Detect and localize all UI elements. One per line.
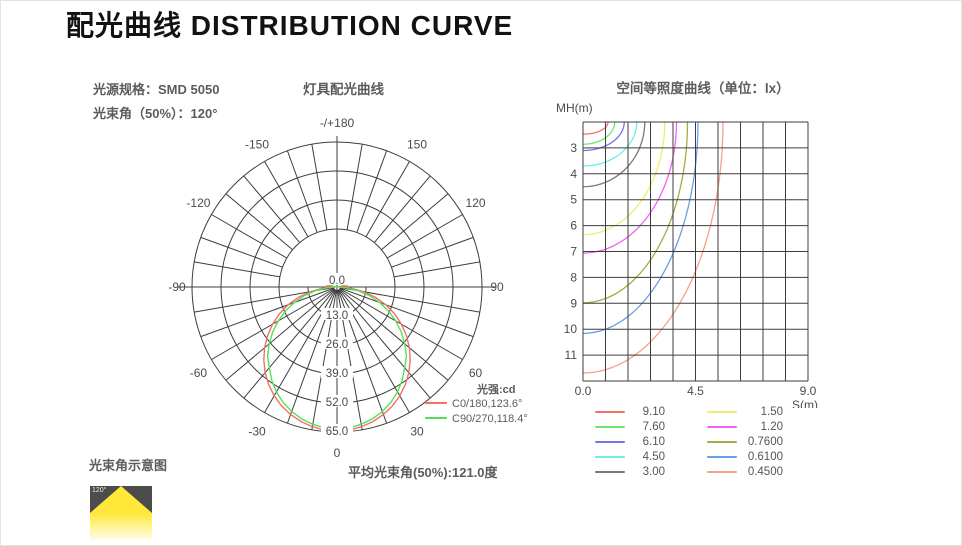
average-beam-angle-text: 平均光束角(50%):121.0度 [348, 465, 498, 480]
beam-fixture-body: 120° [90, 486, 152, 513]
isolux-curve-0.7600 [582, 121, 689, 304]
legend-value-7.60: 7.60 [642, 420, 665, 433]
polar-angle-labels: -/+180 150 120 90 60 30 0 -30 -60 -90 -120 -150 [168, 116, 504, 460]
isolux-legend: 9.10 1.50 7.60 1.20 6.10 0.7600 4.50 0.6100 3.00… [595, 404, 783, 480]
legend-line-9.10 [595, 410, 625, 413]
isolux-curve-3.00 [582, 121, 646, 188]
legend-line-1.50 [707, 410, 737, 413]
polar-distribution-chart: -/+180 150 120 90 60 30 0 -30 -60 -90 -120 -150 0.0 1… [168, 116, 528, 460]
svg-text:60: 60 [469, 366, 483, 380]
svg-text:-120: -120 [186, 196, 210, 210]
isolux-curves [582, 121, 724, 374]
legend-line-0.6100 [707, 456, 737, 459]
polar-ring-labels: 0.0 13.0 26.0 39.0 52.0 65.0 [321, 273, 353, 438]
legend-value-9.10: 9.10 [642, 405, 665, 418]
legend-value-0.4500: 0.4500 [747, 466, 783, 479]
beam-angle-schematic: 120° [90, 486, 152, 540]
legend-value-1.50: 1.50 [760, 405, 783, 418]
svg-text:MH(m): MH(m) [556, 101, 593, 115]
legend-line-0.4500 [707, 471, 737, 474]
svg-text:5: 5 [570, 193, 577, 207]
beam-cone-icon [90, 486, 152, 513]
legend-line-1.20 [707, 425, 737, 428]
svg-text:3: 3 [570, 141, 577, 155]
svg-text:-60: -60 [190, 366, 208, 380]
svg-text:S(m): S(m) [792, 398, 818, 408]
svg-text:30: 30 [410, 425, 424, 439]
legend-value-0.7600: 0.7600 [747, 435, 783, 448]
isolux-curve-9.10 [582, 121, 609, 135]
svg-text:6: 6 [570, 219, 577, 233]
beam-angle-value: 120° [92, 487, 107, 494]
svg-text:10: 10 [564, 322, 578, 336]
polar-legend: 光强:cd C0/180,123.6° C90/270,118.4° [425, 382, 528, 425]
svg-text:120: 120 [466, 196, 486, 210]
svg-text:13.0: 13.0 [326, 310, 348, 322]
svg-text:9: 9 [570, 296, 577, 310]
svg-text:-90: -90 [168, 280, 186, 294]
svg-text:-30: -30 [248, 425, 266, 439]
svg-text:65.0: 65.0 [326, 426, 348, 438]
svg-text:0: 0 [334, 446, 341, 460]
svg-text:-/+180: -/+180 [320, 116, 355, 130]
svg-text:-150: -150 [245, 137, 269, 151]
svg-text:光强:cd: 光强:cd [476, 382, 516, 396]
polar-chart-title: 灯具配光曲线 [303, 82, 384, 97]
svg-text:90: 90 [490, 280, 504, 294]
svg-text:8: 8 [570, 270, 577, 284]
isolux-curve-6.10 [582, 121, 625, 152]
legend-line-6.10 [595, 440, 625, 443]
isolux-curve-4.50 [582, 121, 638, 167]
svg-text:39.0: 39.0 [326, 368, 348, 380]
isolux-curve-7.60 [582, 121, 616, 145]
beam-angle-spec: 光束角（50%）：120° [93, 106, 218, 121]
svg-text:9.0: 9.0 [800, 384, 817, 398]
isolux-curve-1.50 [582, 121, 666, 236]
svg-text:0.0: 0.0 [329, 275, 345, 287]
svg-text:C90/270,118.4°: C90/270,118.4° [452, 413, 528, 425]
legend-line-7.60 [595, 425, 625, 428]
isolux-axis-labels: MH(m) 3 4 5 6 7 8 9 10 11 0.0 4.5 9.0S(m) [556, 101, 818, 408]
svg-text:52.0: 52.0 [326, 397, 348, 409]
isolux-grid [582, 121, 809, 382]
legend-value-4.50: 4.50 [642, 451, 665, 464]
svg-text:11: 11 [565, 348, 578, 362]
svg-text:0.0: 0.0 [575, 384, 592, 398]
svg-text:26.0: 26.0 [326, 339, 348, 351]
beam-schematic-label: 光束角示意图 [89, 458, 168, 473]
svg-text:4.5: 4.5 [687, 384, 704, 398]
legend-value-3.00: 3.00 [642, 466, 665, 479]
legend-value-6.10: 6.10 [642, 435, 665, 448]
isolux-curve-0.6100 [582, 121, 699, 334]
svg-text:4: 4 [570, 167, 577, 181]
svg-text:7: 7 [570, 245, 577, 259]
legend-line-3.00 [595, 471, 625, 474]
legend-line-4.50 [595, 456, 625, 459]
svg-text:150: 150 [407, 137, 427, 151]
light-source-spec: 光源规格：SMD 5050 [93, 82, 220, 97]
isolux-curve-0.4500 [582, 121, 724, 374]
page-title: 配光曲线 DISTRIBUTION CURVE [66, 10, 514, 41]
legend-value-0.6100: 0.6100 [747, 451, 783, 464]
svg-text:C0/180,123.6°: C0/180,123.6° [452, 398, 522, 410]
beam-light-spread [90, 513, 152, 540]
isolux-chart-title: 空间等照度曲线（单位：lx） [616, 81, 790, 96]
isolux-chart: MH(m) 3 4 5 6 7 8 9 10 11 0.0 4.5 9.0S(m) [556, 101, 818, 408]
legend-value-1.20: 1.20 [760, 420, 783, 433]
legend-line-0.7600 [707, 440, 737, 443]
